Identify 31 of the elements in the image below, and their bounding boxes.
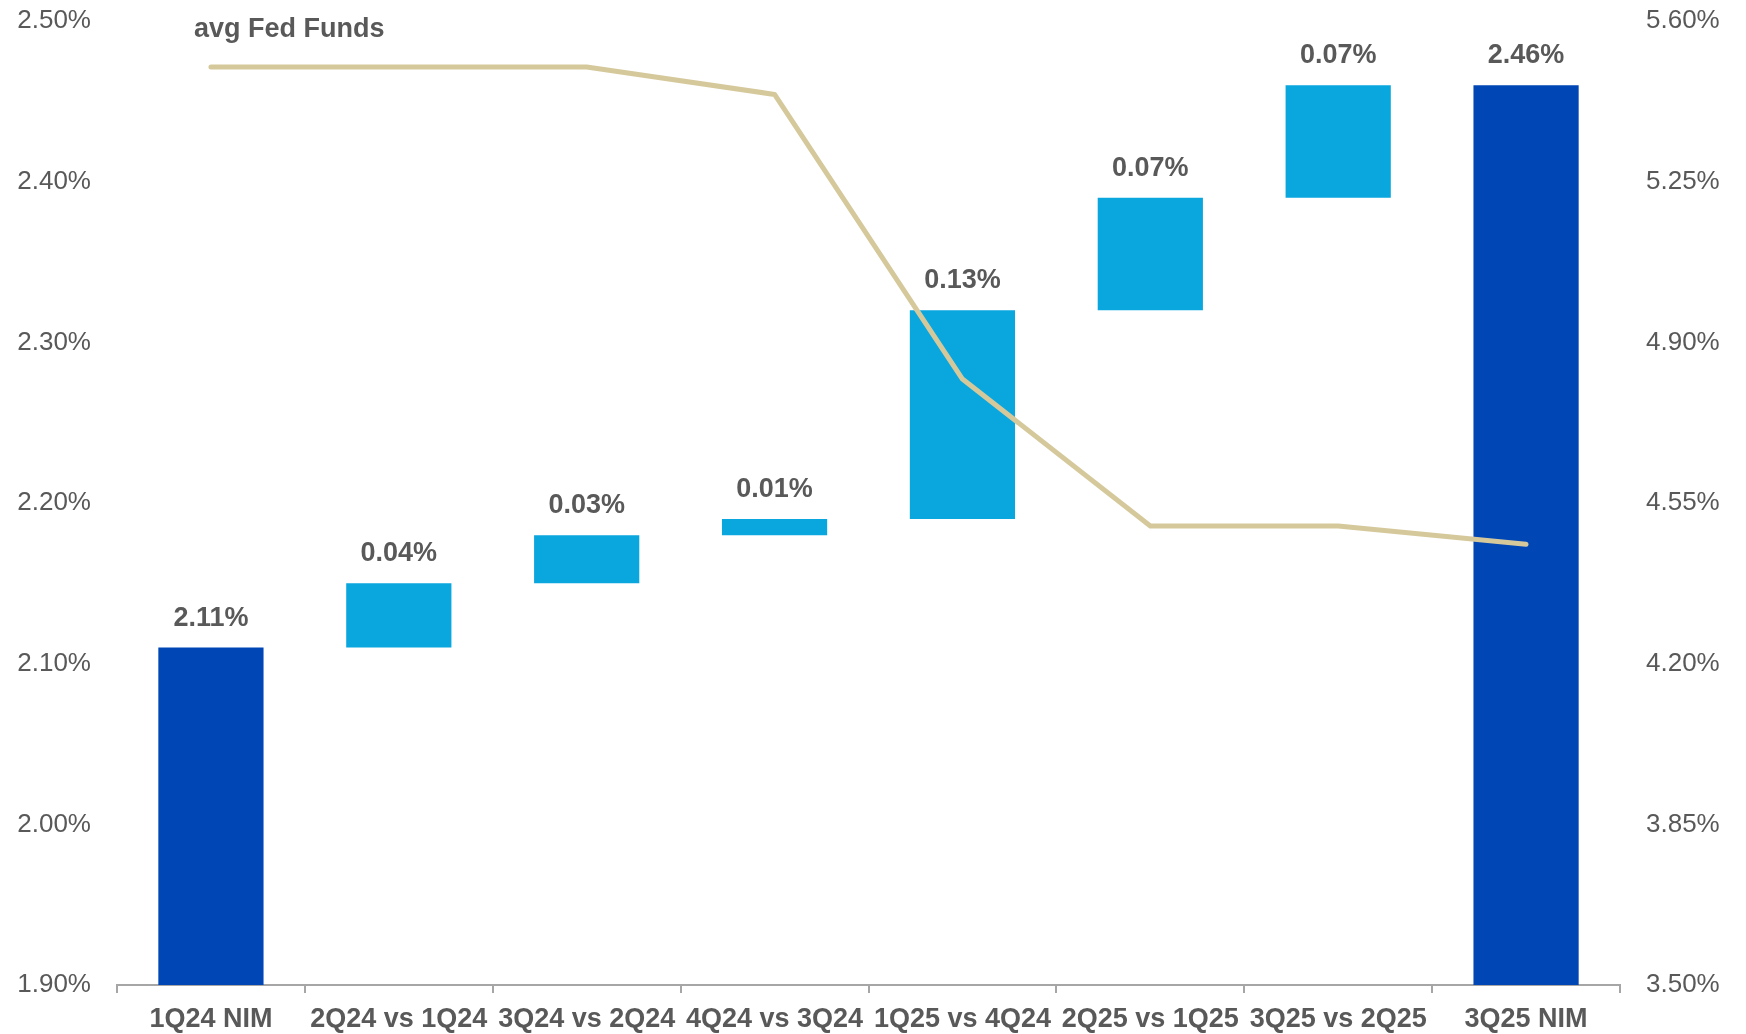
- data-label: 2.46%: [1487, 39, 1565, 70]
- x-tick-label: 1Q24 NIM: [149, 1002, 273, 1033]
- x-tick-label: 2Q24 vs 1Q24: [310, 1002, 488, 1033]
- x-tick-label: 1Q25 vs 4Q24: [873, 1002, 1052, 1033]
- x-tick-label: 3Q25 vs 2Q25: [1249, 1002, 1427, 1033]
- x-tick-label: 2Q25 vs 1Q25: [1061, 1002, 1239, 1033]
- y2-tick-label: 4.20%: [1646, 646, 1720, 677]
- y2-tick-label: 3.85%: [1646, 807, 1720, 838]
- y2-tick-label: 5.25%: [1646, 164, 1720, 195]
- y-tick-label: 2.00%: [17, 807, 91, 838]
- data-label: 0.07%: [1299, 39, 1377, 70]
- data-label: 0.04%: [360, 537, 438, 568]
- y2-tick-label: 3.50%: [1646, 968, 1720, 999]
- y-tick-label: 1.90%: [17, 968, 91, 999]
- y-tick-label: 2.30%: [17, 325, 91, 356]
- y2-tick-label: 4.55%: [1646, 486, 1720, 517]
- data-label: 0.13%: [924, 264, 1001, 295]
- data-label: 0.01%: [736, 473, 813, 504]
- x-tick-label: 3Q24 vs 2Q24: [498, 1002, 676, 1033]
- x-tick-label: 4Q24 vs 3Q24: [685, 1002, 864, 1033]
- y2-tick-label: 4.90%: [1646, 325, 1720, 356]
- data-label: 0.07%: [1112, 151, 1189, 182]
- x-tick-label: 3Q25 NIM: [1464, 1002, 1588, 1033]
- y-tick-label: 2.50%: [17, 4, 91, 35]
- y2-tick-label: 5.60%: [1646, 4, 1720, 35]
- data-label: 2.11%: [173, 601, 249, 632]
- series-label: avg Fed Funds: [193, 12, 385, 43]
- y-tick-label: 2.20%: [17, 486, 91, 517]
- data-label: 0.03%: [548, 489, 625, 520]
- y-tick-label: 2.40%: [17, 164, 91, 195]
- y-tick-label: 2.10%: [17, 646, 91, 677]
